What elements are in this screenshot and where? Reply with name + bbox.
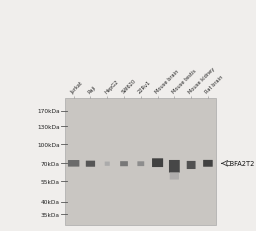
FancyBboxPatch shape	[187, 161, 196, 169]
Text: 22Rv1: 22Rv1	[137, 80, 152, 95]
Bar	[65, 98, 216, 225]
Text: 130kDa: 130kDa	[37, 124, 60, 129]
Text: 170kDa: 170kDa	[37, 109, 60, 114]
Text: Jurkat: Jurkat	[70, 81, 84, 95]
Text: Mouse testis: Mouse testis	[171, 69, 197, 95]
FancyBboxPatch shape	[170, 172, 179, 180]
Text: HepG2: HepG2	[104, 79, 120, 95]
FancyBboxPatch shape	[86, 161, 95, 167]
FancyBboxPatch shape	[152, 159, 163, 167]
Text: Mouse brain: Mouse brain	[154, 69, 180, 95]
FancyBboxPatch shape	[169, 160, 180, 173]
Text: Raji: Raji	[87, 85, 97, 95]
Text: 70kDa: 70kDa	[41, 161, 60, 166]
Text: 55kDa: 55kDa	[41, 179, 60, 184]
FancyBboxPatch shape	[120, 161, 128, 167]
Text: 40kDa: 40kDa	[41, 199, 60, 204]
Text: 100kDa: 100kDa	[37, 142, 60, 147]
Text: SW620: SW620	[121, 78, 137, 95]
FancyBboxPatch shape	[203, 160, 213, 167]
Text: 35kDa: 35kDa	[41, 212, 60, 217]
Text: CBFA2T2: CBFA2T2	[225, 161, 255, 167]
FancyBboxPatch shape	[68, 160, 79, 167]
Text: Mouse kidney: Mouse kidney	[188, 66, 216, 95]
FancyBboxPatch shape	[105, 162, 110, 166]
Text: Rat brain: Rat brain	[204, 75, 225, 95]
FancyBboxPatch shape	[137, 162, 144, 166]
